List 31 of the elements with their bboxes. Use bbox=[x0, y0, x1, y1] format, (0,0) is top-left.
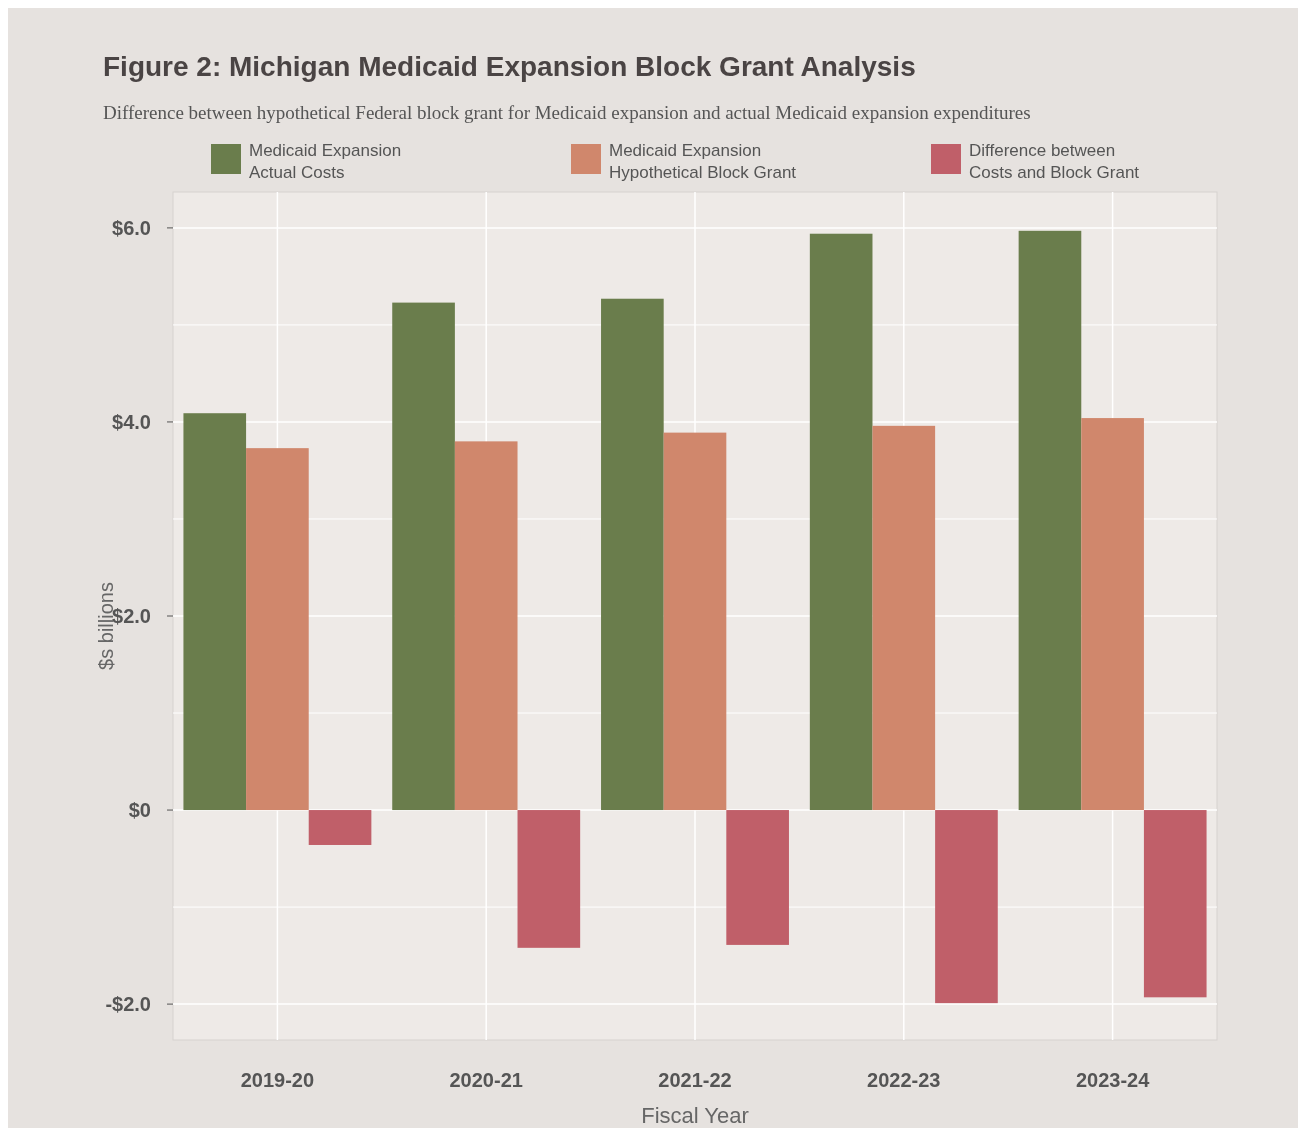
x-tick-label: 2021-22 bbox=[658, 1069, 732, 1091]
y-tick-label: $4.0 bbox=[112, 410, 151, 433]
x-tick-label: 2022-23 bbox=[867, 1069, 941, 1091]
chart-subtitle: Difference between hypothetical Federal block grant for Medicaid expansion and actual Medicaid expansion expenditures bbox=[103, 102, 1031, 123]
bar bbox=[1081, 418, 1144, 811]
bar bbox=[454, 441, 518, 811]
y-tick-label: $6.0 bbox=[112, 216, 151, 239]
x-tick-label: 2019-20 bbox=[240, 1069, 315, 1091]
bar bbox=[246, 448, 309, 811]
legend-label: Medicaid Expansion Hypothetical Block Grant bbox=[609, 141, 797, 182]
bar bbox=[726, 810, 789, 945]
bar bbox=[663, 432, 727, 811]
legend-label: Difference between Costs and Block Grant bbox=[969, 141, 1140, 182]
bar bbox=[517, 810, 581, 948]
y-tick-label: $0 bbox=[128, 799, 151, 822]
bar bbox=[308, 810, 372, 845]
bar bbox=[601, 298, 664, 811]
bar bbox=[935, 810, 998, 1004]
x-tick-label: 2020-21 bbox=[449, 1069, 523, 1091]
x-tick-label: 2023-24 bbox=[1075, 1069, 1151, 1091]
bar bbox=[183, 413, 247, 811]
y-tick-label: $2.0 bbox=[112, 605, 151, 627]
chart-title: Figure 2: Michigan Medicaid Expansion Block Grant Analysis bbox=[103, 51, 916, 82]
bar bbox=[1018, 230, 1082, 811]
legend-label: Medicaid Expansion Actual Costs bbox=[249, 141, 402, 182]
bar bbox=[1143, 810, 1207, 998]
bar bbox=[872, 425, 936, 811]
x-axis-title: Fiscal Year bbox=[641, 1103, 749, 1128]
y-tick-label: -$2.0 bbox=[105, 993, 151, 1016]
bar bbox=[392, 302, 455, 811]
bar bbox=[809, 233, 873, 811]
